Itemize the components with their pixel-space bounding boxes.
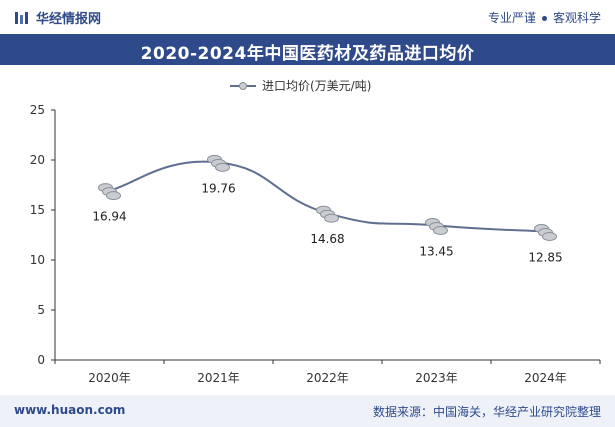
brand-name: 华经情报网 [36, 12, 102, 27]
slogan-left: 专业严谨 [487, 11, 536, 25]
dot-icon [541, 16, 547, 21]
title-bar: 2020-2024年中国医药材及药品进口均价 [0, 34, 615, 65]
y-tick-label: 15 [30, 203, 45, 217]
brand-logo-icon [15, 11, 28, 24]
coin-icon [433, 226, 448, 235]
slogan: 专业严谨 客观科学 [488, 9, 601, 26]
data-label: 16.94 [92, 210, 126, 224]
y-tick-label: 5 [37, 303, 45, 317]
coin-icon [106, 191, 121, 201]
x-tick-label: 2020年 [88, 371, 131, 385]
footer-site-link[interactable]: www.huaon.com [14, 403, 126, 417]
legend-label: 进口均价(万美元/吨) [262, 79, 372, 93]
data-label: 19.76 [201, 181, 235, 195]
data-point-marker [534, 224, 557, 241]
footer: www.huaon.com 数据来源：中国海关，华经产业研究院整理 [0, 395, 615, 427]
slogan-right: 客观科学 [552, 11, 601, 25]
y-tick-label: 20 [30, 153, 45, 167]
data-point-marker [98, 183, 121, 201]
legend: 进口均价(万美元/吨) [230, 77, 371, 94]
top-bar: 华经情报网 专业严谨 客观科学 [0, 0, 615, 34]
x-tick-label: 2023年 [415, 371, 458, 385]
y-tick-label: 25 [30, 103, 45, 117]
coin-icon [215, 162, 230, 172]
legend-line-icon [230, 81, 256, 90]
y-tick-label: 10 [30, 253, 45, 267]
brand[interactable]: 华经情报网 [14, 8, 101, 27]
x-tick-label: 2024年 [524, 371, 567, 385]
y-tick-label: 0 [37, 353, 45, 367]
x-tick-label: 2021年 [197, 371, 240, 385]
x-tick-label: 2022年 [306, 371, 349, 385]
footer-source: 数据来源：中国海关，华经产业研究院整理 [372, 405, 601, 419]
coin-icon [324, 213, 339, 223]
chart-title: 2020-2024年中国医药材及药品进口均价 [140, 44, 475, 64]
data-label: 12.85 [528, 251, 562, 265]
data-point-marker [207, 154, 230, 172]
data-point-marker [425, 218, 448, 235]
data-label: 13.45 [419, 245, 453, 259]
coin-icon [542, 232, 557, 241]
data-label: 14.68 [310, 232, 344, 246]
line-chart: 0 5 10 15 20 25 2020年 2021年 2022年 2023年 2024年 16.9… [30, 103, 601, 385]
data-point-marker [316, 205, 339, 223]
